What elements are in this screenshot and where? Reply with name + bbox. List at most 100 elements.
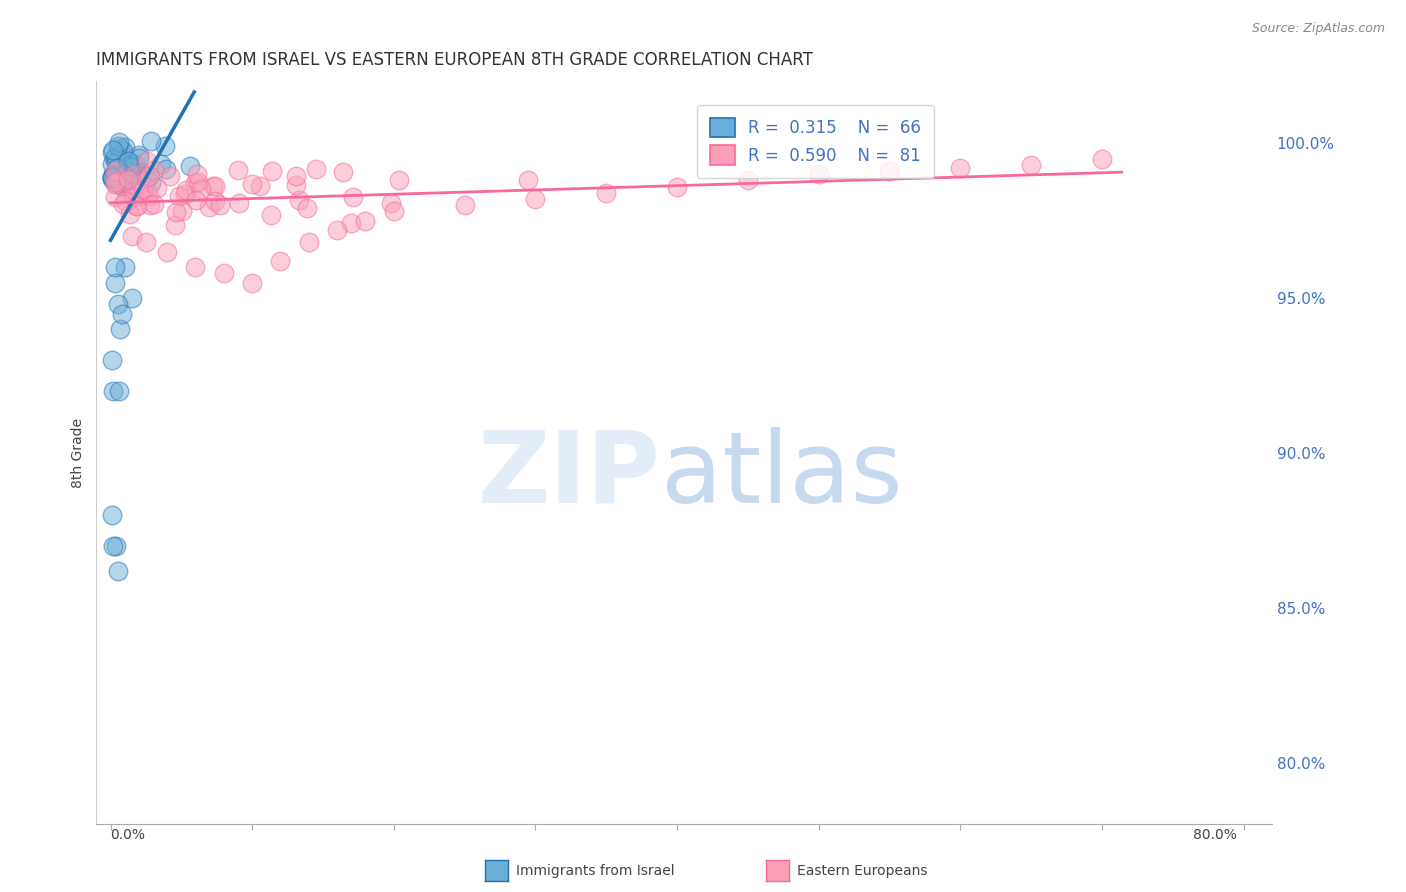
Point — [121, 160, 143, 174]
Point — [107, 564, 129, 578]
Point — [146, 181, 169, 195]
Point — [107, 297, 129, 311]
Text: Immigrants from Israel: Immigrants from Israel — [516, 864, 675, 879]
Point — [127, 189, 149, 203]
Point — [108, 135, 131, 149]
Point — [117, 153, 139, 168]
Point — [183, 176, 205, 190]
Point — [101, 171, 124, 186]
Point — [153, 139, 176, 153]
Point — [249, 179, 271, 194]
Point — [122, 158, 145, 172]
Point — [354, 213, 377, 227]
Point — [105, 161, 128, 175]
Point — [304, 161, 326, 176]
Point — [342, 189, 364, 203]
Point — [142, 163, 165, 178]
Point — [159, 169, 181, 184]
Point — [138, 169, 160, 184]
Point — [104, 177, 127, 191]
Point — [204, 194, 226, 208]
Point — [110, 167, 132, 181]
Point — [104, 175, 127, 189]
Point — [260, 208, 283, 222]
Point — [107, 139, 129, 153]
Point — [807, 167, 830, 181]
Point — [112, 145, 135, 159]
Point — [105, 539, 128, 553]
Point — [208, 198, 231, 212]
Point — [105, 171, 128, 186]
Point — [226, 162, 249, 177]
Point — [114, 260, 136, 274]
Text: atlas: atlas — [661, 426, 903, 524]
Point — [135, 235, 157, 250]
Point — [101, 170, 124, 185]
Point — [101, 156, 124, 170]
Point — [201, 179, 224, 194]
Point — [121, 291, 143, 305]
Point — [240, 276, 263, 290]
Point — [108, 177, 131, 191]
Point — [101, 144, 124, 158]
Point — [114, 139, 136, 153]
Point — [139, 198, 162, 212]
Legend: R =  0.315    N =  66, R =  0.590    N =  81: R = 0.315 N = 66, R = 0.590 N = 81 — [696, 104, 935, 178]
Point — [138, 189, 160, 203]
Text: 0.0%: 0.0% — [111, 828, 145, 841]
Point — [101, 171, 124, 186]
Point — [110, 174, 132, 188]
Point — [101, 169, 124, 184]
Point — [204, 179, 226, 194]
Point — [104, 164, 127, 178]
Point — [284, 178, 307, 192]
Point — [187, 175, 209, 189]
Point — [112, 176, 135, 190]
Point — [129, 177, 152, 191]
Point — [103, 539, 125, 553]
Point — [128, 151, 150, 165]
Point — [295, 201, 318, 215]
Point — [453, 198, 475, 212]
Point — [101, 353, 124, 368]
Point — [108, 141, 131, 155]
Point — [340, 216, 363, 230]
Text: Source: ZipAtlas.com: Source: ZipAtlas.com — [1251, 22, 1385, 36]
Point — [155, 161, 177, 176]
Point — [118, 159, 141, 173]
Point — [156, 244, 179, 259]
Point — [135, 154, 157, 169]
Point — [135, 184, 157, 198]
Point — [108, 169, 131, 184]
Point — [142, 196, 165, 211]
Point — [122, 186, 145, 200]
Point — [737, 173, 759, 187]
Point — [112, 169, 135, 183]
Point — [524, 192, 547, 206]
Text: Eastern Europeans: Eastern Europeans — [797, 864, 928, 879]
Point — [101, 145, 124, 159]
Point — [118, 207, 141, 221]
Point — [103, 168, 125, 182]
Point — [108, 151, 131, 165]
Point — [595, 186, 617, 200]
Y-axis label: 8th Grade: 8th Grade — [72, 418, 86, 488]
Point — [105, 154, 128, 169]
Point — [879, 164, 901, 178]
Point — [108, 384, 131, 398]
Point — [114, 194, 136, 208]
Point — [107, 172, 129, 186]
Point — [104, 189, 127, 203]
Point — [121, 229, 143, 244]
Point — [240, 177, 263, 191]
Point — [117, 171, 139, 186]
Point — [118, 165, 141, 179]
Point — [124, 167, 146, 181]
Point — [949, 161, 972, 175]
Point — [285, 169, 308, 183]
Point — [124, 157, 146, 171]
Point — [165, 205, 187, 219]
Point — [117, 169, 139, 184]
Point — [110, 322, 132, 336]
Point — [326, 223, 349, 237]
